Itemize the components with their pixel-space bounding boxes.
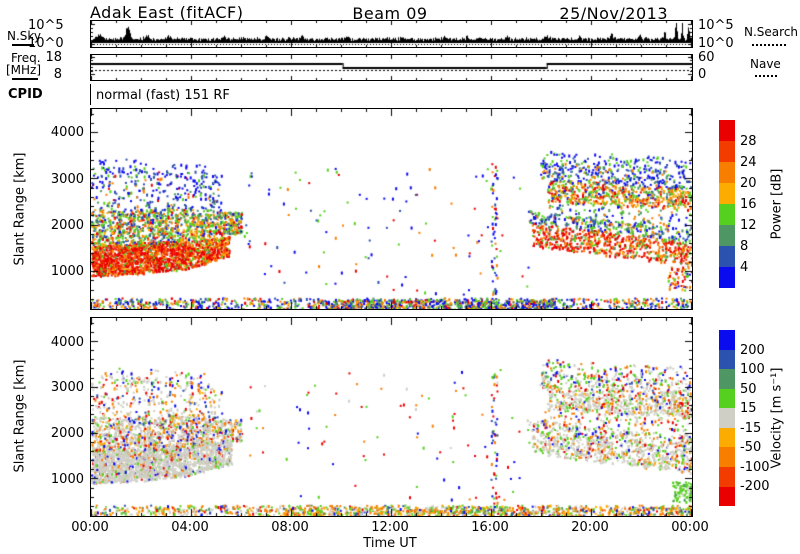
power-cbtick-8: 8 (740, 239, 749, 254)
vel-cbtick-50: 50 (740, 382, 757, 397)
colorbar-segment (719, 183, 735, 204)
nsky-line-sample (12, 44, 34, 46)
nsky-ytick-top-left: 10^5 (28, 18, 64, 33)
vel-cbtick-15: 15 (740, 401, 757, 416)
vel-cbtick-100: 100 (740, 362, 765, 377)
cpid-value: normal (fast) 151 RF (96, 88, 230, 103)
vel-cbtick-m200: -200 (740, 479, 770, 494)
colorbar-segment (719, 388, 735, 409)
date-title: 25/Nov/2013 (559, 4, 668, 23)
power-cbtick-4: 4 (740, 260, 749, 275)
power-ytick-1000: 1000 (50, 264, 84, 279)
velocity-colorbar-title: Velocity [m s⁻¹] (769, 367, 785, 469)
nsky-ytick-top-right: 10^5 (698, 18, 734, 33)
colorbar-segment (719, 427, 735, 448)
xtick-0800: 08:00 (271, 520, 309, 535)
power-cbtick-28: 28 (740, 134, 757, 149)
station-title: Adak East (fitACF) (90, 3, 244, 22)
power-ytick-3000: 3000 (50, 172, 84, 187)
colorbar-segment (719, 349, 735, 370)
cpid-label: CPID (8, 87, 43, 102)
colorbar-segment (719, 447, 735, 467)
colorbar-segment (719, 162, 735, 183)
colorbar-segment (719, 486, 735, 507)
vel-cbtick-m50: -50 (740, 440, 762, 455)
colorbar-segment (719, 330, 735, 350)
nsearch-label: N.Search (744, 25, 799, 39)
vel-ytick-3000: 3000 (50, 380, 84, 395)
vel-cbtick-m100: -100 (740, 460, 770, 475)
freq-panel (90, 54, 693, 81)
velocity-panel (90, 317, 693, 517)
power-colorbar-title: Power [dB] (769, 168, 785, 240)
beam-title: Beam 09 (352, 4, 428, 23)
nave-ytick-top: 60 (698, 50, 715, 65)
power-ytick-4000: 4000 (50, 125, 84, 140)
nsky-canvas (91, 21, 692, 47)
colorbar-segment (719, 120, 735, 141)
freq-canvas (91, 55, 692, 80)
xaxis-title: Time UT (363, 536, 417, 551)
nsearch-line-sample (752, 44, 786, 46)
nsky-ytick-bottom-right: 10^0 (698, 36, 734, 51)
power-cbtick-16: 16 (740, 197, 757, 212)
vel-cbtick-200: 200 (740, 343, 765, 358)
power-colorbar (719, 120, 735, 288)
xtick-0000: 00:00 (71, 520, 109, 535)
nave-ytick-bottom: 0 (698, 67, 707, 82)
colorbar-segment (719, 141, 735, 162)
colorbar-segment (719, 204, 735, 225)
colorbar-segment (719, 246, 735, 267)
freq-label-line2: [MHz] (6, 63, 42, 77)
power-cbtick-12: 12 (740, 218, 757, 233)
power-canvas (91, 109, 692, 309)
power-cbtick-20: 20 (740, 176, 757, 191)
power-ytick-2000: 2000 (50, 218, 84, 233)
xtick-2000: 20:00 (571, 520, 609, 535)
xtick-0400: 04:00 (171, 520, 209, 535)
colorbar-segment (719, 267, 735, 288)
nsky-label: N.Sky (7, 29, 42, 43)
nsky-panel (90, 20, 693, 48)
nave-label: Nave (750, 57, 781, 71)
nsky-ytick-bottom-left: 10^0 (28, 36, 64, 51)
power-yaxis-title: Slant Range [km] (12, 152, 28, 266)
xtick-2400: 00:00 (671, 520, 709, 535)
colorbar-segment (719, 225, 735, 246)
vel-ytick-2000: 2000 (50, 426, 84, 441)
freq-label-line1: Freq. (11, 51, 41, 65)
xtick-1600: 16:00 (471, 520, 509, 535)
freq-ytick-top: 18 (45, 50, 62, 65)
vel-ytick-4000: 4000 (50, 335, 84, 350)
colorbar-segment (719, 369, 735, 389)
xtick-1200: 12:00 (371, 520, 409, 535)
power-panel (90, 108, 693, 310)
velocity-colorbar (719, 330, 735, 507)
power-cbtick-24: 24 (740, 155, 757, 170)
freq-line-sample (12, 78, 38, 80)
velocity-canvas (91, 318, 692, 516)
colorbar-segment (719, 466, 735, 487)
cpid-axis-bar (90, 84, 91, 105)
vel-ytick-1000: 1000 (50, 472, 84, 487)
colorbar-segment (719, 408, 735, 428)
velocity-yaxis-title: Slant Range [km] (12, 359, 28, 473)
freq-ytick-bottom: 8 (53, 67, 62, 82)
nave-line-sample (755, 75, 777, 77)
vel-cbtick-m15: -15 (740, 421, 762, 436)
